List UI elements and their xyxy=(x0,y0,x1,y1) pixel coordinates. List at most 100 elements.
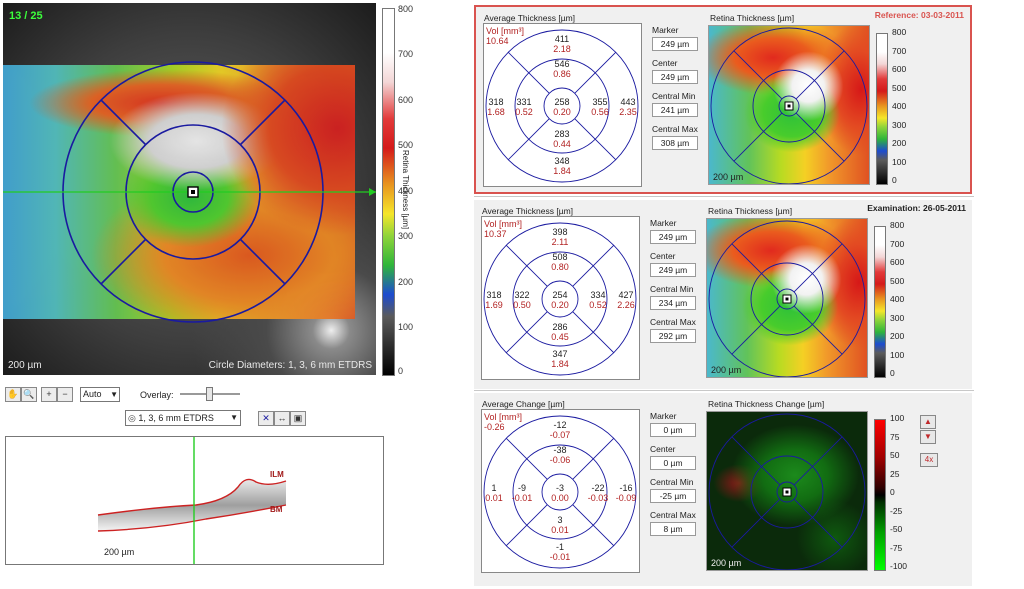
zoom-factor-button[interactable]: 4x xyxy=(920,453,938,467)
hand-tool-icon[interactable]: ✋ xyxy=(5,387,21,402)
zoom-in-icon[interactable]: + xyxy=(41,387,57,402)
sector-thickness: -12 xyxy=(553,420,567,430)
etdrs-title: Average Thickness [µm] xyxy=(484,13,576,23)
thickness-map[interactable]: 200 µm xyxy=(706,218,868,378)
sector-center: -3 0.00 xyxy=(546,483,574,503)
colorbar-tick: 600 xyxy=(892,64,907,74)
sector-volume: 0.00 xyxy=(551,493,569,503)
etdrs-grid xyxy=(483,415,637,569)
sector-thickness: 1 xyxy=(491,483,497,493)
sector-volume: 0.44 xyxy=(553,139,571,149)
colorbar-tick: 0 xyxy=(892,175,897,185)
sector-thickness: 322 xyxy=(514,290,530,300)
colorbar-tick: 50 xyxy=(890,450,900,460)
stat-label: Central Max xyxy=(650,510,696,520)
grid-move-icon[interactable]: ↔ xyxy=(274,411,290,426)
map-grid xyxy=(708,220,866,377)
colorbar-tick: 75 xyxy=(890,431,900,442)
stat-value: 0 µm xyxy=(650,423,696,437)
sector-thickness: -22 xyxy=(591,483,605,493)
map-title: Retina Thickness [µm] xyxy=(708,206,793,216)
zoom-select-value: Auto xyxy=(83,389,102,399)
zoom-tool-icon[interactable]: 🔍 xyxy=(21,387,37,402)
arrow-up-icon[interactable]: ▲ xyxy=(920,415,936,429)
sector-inner-right: 355 0.56 xyxy=(586,97,614,117)
chevron-down-icon: ▼ xyxy=(110,390,118,399)
sector-outer-bottom: -1 -0.01 xyxy=(546,542,574,562)
scale-bar: 200 µm xyxy=(8,360,42,371)
sector-thickness: 546 xyxy=(554,59,570,69)
sector-volume: 0.45 xyxy=(551,332,569,342)
vol-label: Vol [mm³] xyxy=(484,412,523,422)
overlay-slider[interactable] xyxy=(180,387,240,401)
sector-volume: 0.20 xyxy=(551,300,569,310)
sector-thickness: 443 xyxy=(620,97,636,107)
tick-label: 100 xyxy=(398,322,414,332)
slice-counter: 13 / 25 xyxy=(9,10,43,22)
etdrs-diagram[interactable]: Vol [mm³] 10.64 411 2.18 546 0.86 318 1.68 331 0.… xyxy=(483,23,642,187)
colorbar-tick: 300 xyxy=(890,312,905,323)
arrow-down-icon[interactable]: ▼ xyxy=(920,430,936,444)
sector-thickness: 398 xyxy=(552,227,568,237)
colorbar-tick: 400 xyxy=(892,101,907,111)
stat-value: 249 µm xyxy=(650,230,696,244)
map-title: Retina Thickness [µm] xyxy=(710,13,795,23)
map-colorbar xyxy=(874,226,886,378)
overlay-label: Overlay: xyxy=(140,390,174,400)
thickness-map[interactable]: 200 µm xyxy=(706,411,868,571)
sector-thickness: -3 xyxy=(555,483,564,493)
map-scale-bar: 200 µm xyxy=(711,365,742,375)
stat-value: 292 µm xyxy=(650,329,696,343)
thickness-colorbar xyxy=(382,8,395,376)
bscan-image xyxy=(97,437,287,564)
stat-label: Center xyxy=(652,58,678,68)
colorbar-tick: 500 xyxy=(890,275,905,286)
tick-label: 400 xyxy=(398,186,414,196)
sector-volume: 1.69 xyxy=(485,300,503,310)
etdrs-diagram[interactable]: Vol [mm³] -0.26 -12 -0.07 -38 -0.06 1 0.01 -9 -0.… xyxy=(481,409,640,573)
stat-value: 8 µm xyxy=(650,522,696,536)
sector-volume: 0.01 xyxy=(551,525,569,535)
sector-inner-top: 546 0.86 xyxy=(548,59,576,79)
etdrs-title: Average Change [µm] xyxy=(482,399,565,409)
grid-center-icon[interactable]: ✕ xyxy=(258,411,274,426)
stat-label: Central Max xyxy=(650,317,696,327)
sector-thickness: -16 xyxy=(619,483,633,493)
sector-thickness: -38 xyxy=(553,445,567,455)
colorbar-tick: 0 xyxy=(890,368,895,378)
sector-volume: 0.01 xyxy=(485,493,503,503)
zoom-out-icon[interactable]: − xyxy=(57,387,73,402)
bscan-view[interactable]: ILM BM 200 µm xyxy=(5,436,384,565)
fundus-thickness-view[interactable]: 13 / 25 Circle Diameters: 1, 3, 6 mm ETD… xyxy=(3,3,376,375)
stat-label: Central Min xyxy=(650,284,694,294)
stat-label: Center xyxy=(650,251,676,261)
sector-volume: 1.68 xyxy=(487,107,505,117)
sector-thickness: 347 xyxy=(552,349,568,359)
colorbar-tick: -50 xyxy=(890,524,903,534)
zoom-select[interactable]: Auto ▼ xyxy=(80,387,120,402)
tick-label: 600 xyxy=(398,95,414,105)
stat-value: 249 µm xyxy=(652,37,698,51)
panel-header: Examination: 26-05-2011 xyxy=(867,203,966,213)
sector-thickness: -1 xyxy=(555,542,564,552)
colorbar-tick: 500 xyxy=(892,82,907,93)
save-icon[interactable]: ▣ xyxy=(290,411,306,426)
grid-select[interactable]: ◎ 1, 3, 6 mm ETDRS ▼ xyxy=(125,410,241,426)
vol-value: -0.26 xyxy=(484,422,505,432)
vol-value: 10.37 xyxy=(484,229,507,239)
sector-thickness: 427 xyxy=(618,290,634,300)
sector-thickness: 331 xyxy=(516,97,532,107)
stat-value: 0 µm xyxy=(650,456,696,470)
stat-label: Central Min xyxy=(650,477,694,487)
sector-outer-bottom: 348 1.84 xyxy=(548,156,576,176)
sector-inner-bottom: 286 0.45 xyxy=(546,322,574,342)
thickness-map[interactable]: 200 µm xyxy=(708,25,870,185)
sector-volume: 0.20 xyxy=(553,107,571,117)
map-colorbar xyxy=(874,419,886,571)
sector-outer-top: 411 2.18 xyxy=(548,34,576,54)
etdrs-diagram[interactable]: Vol [mm³] 10.37 398 2.11 508 0.80 318 1.69 322 0.… xyxy=(481,216,640,380)
sector-center: 254 0.20 xyxy=(546,290,574,310)
slider-handle[interactable] xyxy=(206,387,213,401)
colorbar-tick: 700 xyxy=(890,238,905,249)
sector-volume: 2.26 xyxy=(617,300,635,310)
